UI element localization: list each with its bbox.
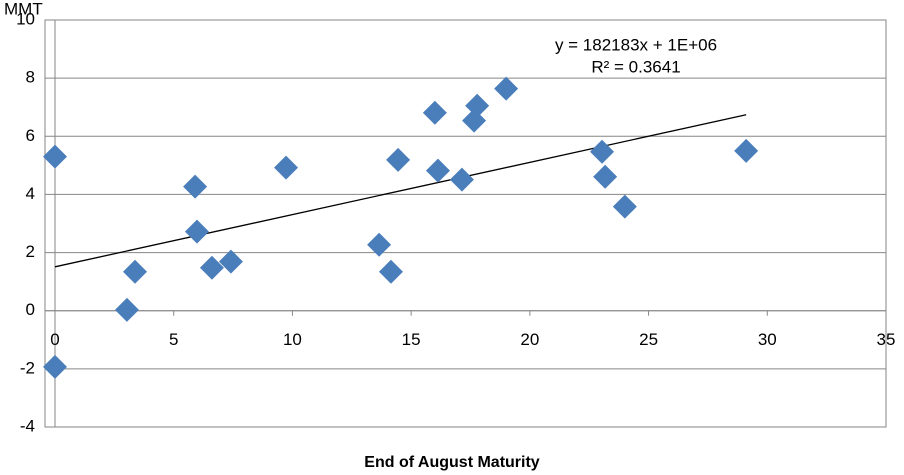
- y-tick-label: 0: [26, 300, 35, 319]
- x-tick-label: 0: [50, 330, 59, 349]
- y-tick-label: -4: [20, 416, 35, 435]
- data-point: [422, 100, 447, 125]
- data-point: [378, 259, 403, 284]
- data-point: [612, 194, 637, 219]
- x-tick-label: 15: [402, 330, 421, 349]
- data-point: [114, 297, 139, 322]
- data-point: [199, 255, 224, 280]
- trendline: [54, 114, 747, 268]
- y-tick-label: 10: [16, 9, 35, 28]
- x-tick-label: 35: [877, 330, 896, 349]
- data-point: [494, 76, 519, 101]
- data-point: [593, 164, 618, 189]
- y-tick-label: 8: [26, 68, 35, 87]
- data-point: [734, 138, 759, 163]
- y-tick-label: 4: [26, 184, 35, 203]
- data-point: [123, 259, 148, 284]
- data-point: [386, 147, 411, 172]
- y-tick-label: 2: [26, 242, 35, 261]
- y-tick-label: 6: [26, 126, 35, 145]
- y-axis-label: MMT: [4, 0, 43, 18]
- trend-r2: R² = 0.3641: [591, 57, 680, 76]
- x-tick-label: 30: [758, 330, 777, 349]
- data-point: [367, 232, 392, 257]
- x-tick-label: 25: [639, 330, 658, 349]
- data-point: [449, 167, 474, 192]
- data-point: [274, 155, 299, 180]
- x-tick-label: 20: [520, 330, 539, 349]
- data-point: [590, 139, 615, 164]
- plot-frame: [44, 19, 887, 428]
- x-tick-label: 5: [169, 330, 178, 349]
- trend-equation: y = 182183x + 1E+06: [555, 35, 717, 54]
- data-point: [184, 219, 209, 244]
- y-tick-label: -2: [20, 358, 35, 377]
- data-point: [43, 354, 67, 379]
- x-tick-label: 10: [283, 330, 302, 349]
- data-point: [43, 144, 67, 169]
- data-point: [462, 108, 487, 133]
- data-point: [218, 249, 243, 274]
- data-point: [425, 158, 450, 183]
- data-point: [183, 174, 208, 199]
- x-axis-label: End of August Maturity: [364, 454, 539, 471]
